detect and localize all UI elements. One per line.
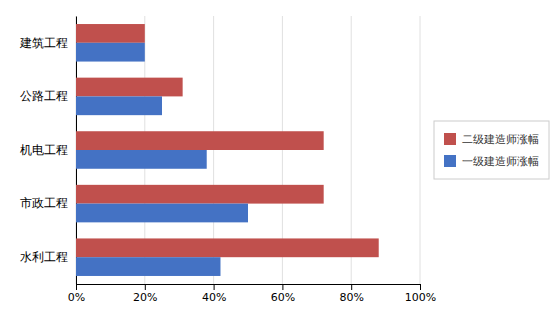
legend-label: 二级建造师涨幅: [462, 133, 539, 146]
y-tick: 水利工程: [20, 250, 68, 264]
y-tick: 公路工程: [20, 89, 68, 103]
chart-svg: 0% 20% 40% 60% 80% 100% 水利工程 市政工程 机电工程 公路工程 建筑工程二级…: [0, 0, 560, 314]
x-tick: 40%: [202, 284, 226, 304]
legend-swatch: [444, 155, 456, 167]
bar: [76, 78, 183, 97]
bar-series: [76, 43, 248, 276]
legend-label: 一级建造师涨幅: [462, 155, 539, 168]
bars: [76, 24, 379, 276]
plot-area: 0% 20% 40% 60% 80% 100% 水利工程 市政工程 机电工程 公路工程 建筑工程: [19, 16, 436, 304]
bar: [76, 150, 207, 169]
y-tick: 机电工程: [20, 143, 68, 157]
tick-mark: [351, 284, 352, 290]
legend-item: 一级建造师涨幅: [444, 155, 539, 168]
tick-label: 0%: [68, 291, 85, 304]
grid-line: [420, 16, 421, 284]
legend: 二级建造师涨幅一级建造师涨幅: [434, 121, 549, 179]
legend-item: 二级建造师涨幅: [444, 133, 539, 146]
tick-mark: [76, 284, 77, 290]
tick-label: 20%: [133, 291, 157, 304]
legend-frame: [434, 121, 549, 179]
tick-label: 100%: [405, 291, 436, 304]
bar-series: [76, 24, 379, 257]
grid: [76, 16, 420, 284]
legend-swatch: [444, 133, 456, 145]
tick-label: 建筑工程: [19, 36, 68, 50]
bar: [76, 204, 248, 223]
tick-label: 40%: [202, 291, 226, 304]
y-tick: 市政工程: [20, 196, 68, 210]
x-tick: 60%: [271, 284, 295, 304]
tick-label: 80%: [339, 291, 363, 304]
bar: [76, 131, 324, 150]
x-axis: 0% 20% 40% 60% 80% 100%: [68, 284, 436, 304]
bar: [76, 24, 145, 43]
tick-label: 机电工程: [20, 143, 68, 157]
bar: [76, 185, 324, 204]
tick-label: 60%: [271, 291, 295, 304]
axis-line: [77, 285, 421, 291]
y-axis: 水利工程 市政工程 机电工程 公路工程 建筑工程: [19, 17, 77, 285]
tick-mark: [282, 284, 283, 290]
x-tick: 0%: [68, 284, 85, 304]
tick-label: 水利工程: [20, 250, 68, 264]
bar: [76, 43, 145, 62]
tick-mark: [420, 284, 421, 290]
x-tick: 80%: [339, 284, 363, 304]
x-tick: 100%: [405, 284, 436, 304]
bar: [76, 238, 379, 257]
tick-mark: [214, 284, 215, 290]
y-tick: 建筑工程: [19, 36, 68, 50]
bar: [76, 257, 220, 276]
bars-clip: [76, 24, 379, 276]
x-tick: 20%: [133, 284, 157, 304]
tick-label: 公路工程: [20, 89, 68, 103]
tick-label: 市政工程: [20, 196, 68, 210]
bar: [76, 96, 162, 115]
chart-container: 0% 20% 40% 60% 80% 100% 水利工程 市政工程 机电工程 公路工程 建筑工程二级…: [0, 0, 560, 314]
tick-mark: [145, 284, 146, 290]
